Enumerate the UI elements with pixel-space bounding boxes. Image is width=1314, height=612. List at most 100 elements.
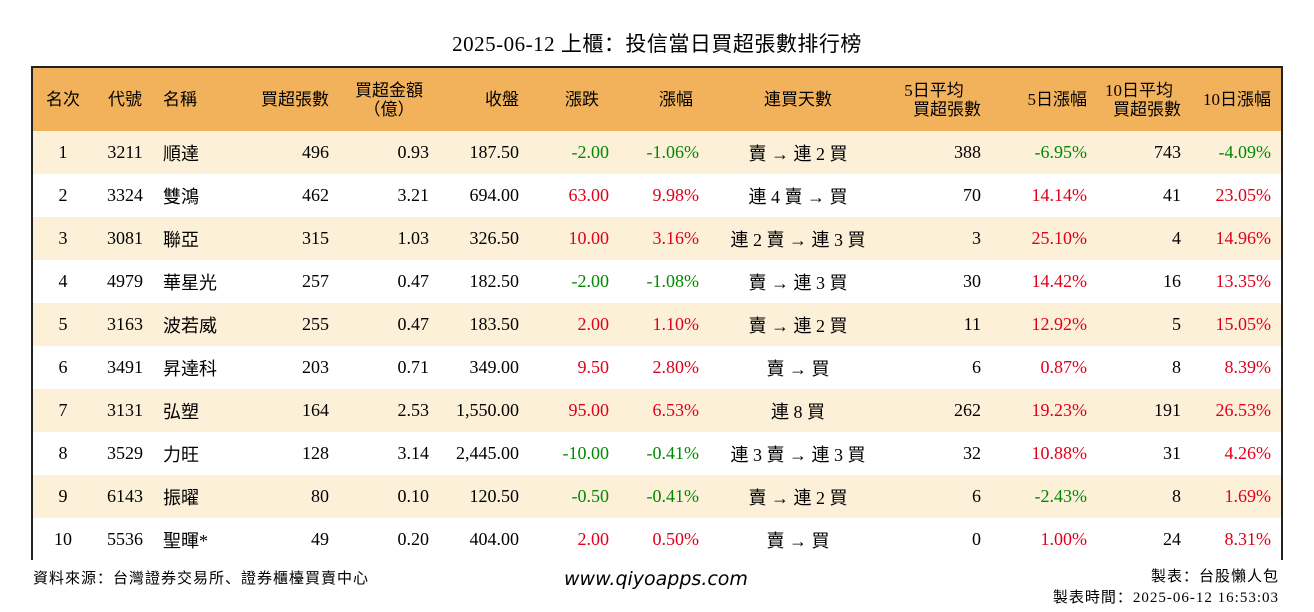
cell-code: 3081 (107, 228, 143, 248)
cell-change: 2.00 (577, 529, 610, 549)
cell-amount: 0.20 (397, 529, 430, 549)
cell-name: 弘塑 (163, 401, 199, 422)
page-title: 2025-06-12 上櫃：投信當日買超張數排行榜 (452, 32, 862, 56)
cell-rank: 10 (54, 529, 72, 549)
cell-change: -2.00 (571, 142, 610, 162)
cell-rank: 7 (58, 400, 68, 420)
col-header-pct10: 10日漲幅 (1203, 90, 1271, 109)
cell-close: 694.00 (469, 185, 520, 205)
cell-pct: 9.98% (652, 185, 700, 205)
table-row: 9 6143 振曜 80 0.10 120.50 -0.50 -0.41% 賣 → 連 2 買 6… (33, 475, 1281, 518)
col-header-net-lots: 買超張數 (261, 90, 329, 109)
cell-avg5: 32 (963, 443, 981, 463)
cell-avg10: 24 (1163, 529, 1181, 549)
cell-streak: 連 4 賣 → 買 (748, 186, 848, 207)
cell-amount: 1.03 (397, 228, 430, 248)
col-header-close: 收盤 (485, 90, 519, 109)
table-row: 3 3081 聯亞 315 1.03 326.50 10.00 3.16% 連 2 賣 → 連 … (33, 217, 1281, 260)
cell-amount: 2.53 (397, 400, 430, 420)
table-row: 8 3529 力旺 128 3.14 2,445.00 -10.00 -0.41% 連 3 賣 … (33, 432, 1281, 475)
cell-rank: 4 (58, 271, 68, 291)
cell-change: 10.00 (568, 228, 610, 248)
cell-pct10: 4.26% (1224, 443, 1272, 463)
cell-close: 349.00 (469, 357, 520, 377)
cell-streak: 賣 → 連 2 買 (748, 487, 848, 508)
cell-code: 3163 (107, 314, 143, 334)
cell-avg10: 16 (1163, 271, 1181, 291)
cell-code: 3529 (107, 443, 143, 463)
col-header-avg5-line2: 買超張數 (913, 99, 981, 119)
cell-code: 6143 (107, 486, 143, 506)
cell-rank: 1 (58, 142, 68, 162)
col-header-change: 漲跌 (565, 90, 599, 109)
cell-avg5: 3 (972, 228, 981, 248)
cell-pct10: 1.69% (1224, 486, 1272, 506)
cell-close: 2,445.00 (456, 443, 519, 463)
cell-pct: 0.50% (652, 529, 700, 549)
cell-pct: -1.08% (646, 271, 700, 291)
cell-avg5: 262 (954, 400, 981, 420)
col-header-rank: 名次 (46, 90, 80, 109)
table-row: 1 3211 順達 496 0.93 187.50 -2.00 -1.06% 賣 → 連 2 買… (33, 131, 1281, 174)
cell-streak: 賣 → 買 (766, 530, 830, 551)
cell-pct5: 12.92% (1031, 314, 1088, 334)
cell-pct10: 14.96% (1215, 228, 1272, 248)
cell-name: 力旺 (163, 444, 199, 465)
cell-avg5: 0 (972, 529, 981, 549)
cell-pct5: 25.10% (1031, 228, 1088, 248)
cell-name: 振曜 (163, 487, 199, 508)
cell-name: 昇達科 (163, 358, 217, 379)
cell-rank: 5 (58, 314, 68, 334)
col-header-avg5: 5日平均 買超張數 (887, 68, 991, 131)
cell-rank: 3 (58, 228, 68, 248)
cell-change: 9.50 (577, 357, 610, 377)
cell-name: 順達 (163, 143, 199, 164)
cell-avg10: 31 (1163, 443, 1181, 463)
cell-pct10: 26.53% (1215, 400, 1272, 420)
ranking-table: 名次 代號 名稱 買超張數 買超金額 （億） 收盤 漲跌 漲幅 連買天數 5日平… (31, 66, 1283, 561)
cell-close: 120.50 (469, 486, 520, 506)
cell-pct10: 13.35% (1215, 271, 1272, 291)
cell-avg10: 41 (1163, 185, 1181, 205)
cell-streak: 賣 → 連 3 買 (748, 272, 848, 293)
cell-name: 華星光 (163, 272, 217, 293)
col-header-amount: 買超金額 （億） (339, 68, 439, 131)
cell-code: 3211 (107, 142, 143, 162)
col-header-avg5-line1: 5日平均 (904, 80, 964, 100)
cell-pct5: -2.43% (1034, 486, 1088, 506)
col-header-streak: 連買天數 (764, 90, 832, 109)
cell-code: 3131 (107, 400, 143, 420)
cell-net-lots: 80 (311, 486, 329, 506)
cell-change: 95.00 (568, 400, 610, 420)
cell-avg10: 8 (1172, 486, 1181, 506)
table-row: 10 5536 聖暉* 49 0.20 404.00 2.00 0.50% 賣 → 買 0 1.00… (33, 518, 1281, 561)
cell-change: -0.50 (571, 486, 610, 506)
cell-pct5: 14.14% (1031, 185, 1088, 205)
cell-streak: 連 8 買 (771, 401, 825, 422)
cell-code: 5536 (107, 529, 143, 549)
cell-avg10: 4 (1172, 228, 1181, 248)
cell-pct: 1.10% (652, 314, 700, 334)
cell-amount: 0.71 (397, 357, 430, 377)
cell-avg5: 70 (963, 185, 981, 205)
cell-avg5: 30 (963, 271, 981, 291)
cell-pct5: 14.42% (1031, 271, 1088, 291)
cell-net-lots: 128 (302, 443, 329, 463)
cell-amount: 0.47 (397, 271, 430, 291)
website-link[interactable]: www.qiyoapps.com (564, 568, 748, 590)
cell-pct10: 8.39% (1224, 357, 1272, 377)
cell-amount: 0.47 (397, 314, 430, 334)
cell-name: 聖暉* (163, 530, 208, 551)
cell-net-lots: 255 (302, 314, 329, 334)
col-header-avg10: 10日平均 買超張數 (1097, 68, 1191, 131)
col-header-amount-line2: （億） (363, 99, 415, 119)
cell-pct10: -4.09% (1218, 142, 1272, 162)
cell-code: 4979 (107, 271, 143, 291)
table-row: 5 3163 波若威 255 0.47 183.50 2.00 1.10% 賣 → 連 2 買 1… (33, 303, 1281, 346)
cell-pct5: -6.95% (1034, 142, 1088, 162)
cell-close: 182.50 (469, 271, 520, 291)
table-row: 2 3324 雙鴻 462 3.21 694.00 63.00 9.98% 連 4 賣 → 買 7… (33, 174, 1281, 217)
author-credit: 製表：台股懶人包 (1150, 569, 1279, 585)
cell-pct: -0.41% (646, 486, 700, 506)
cell-rank: 9 (58, 486, 68, 506)
